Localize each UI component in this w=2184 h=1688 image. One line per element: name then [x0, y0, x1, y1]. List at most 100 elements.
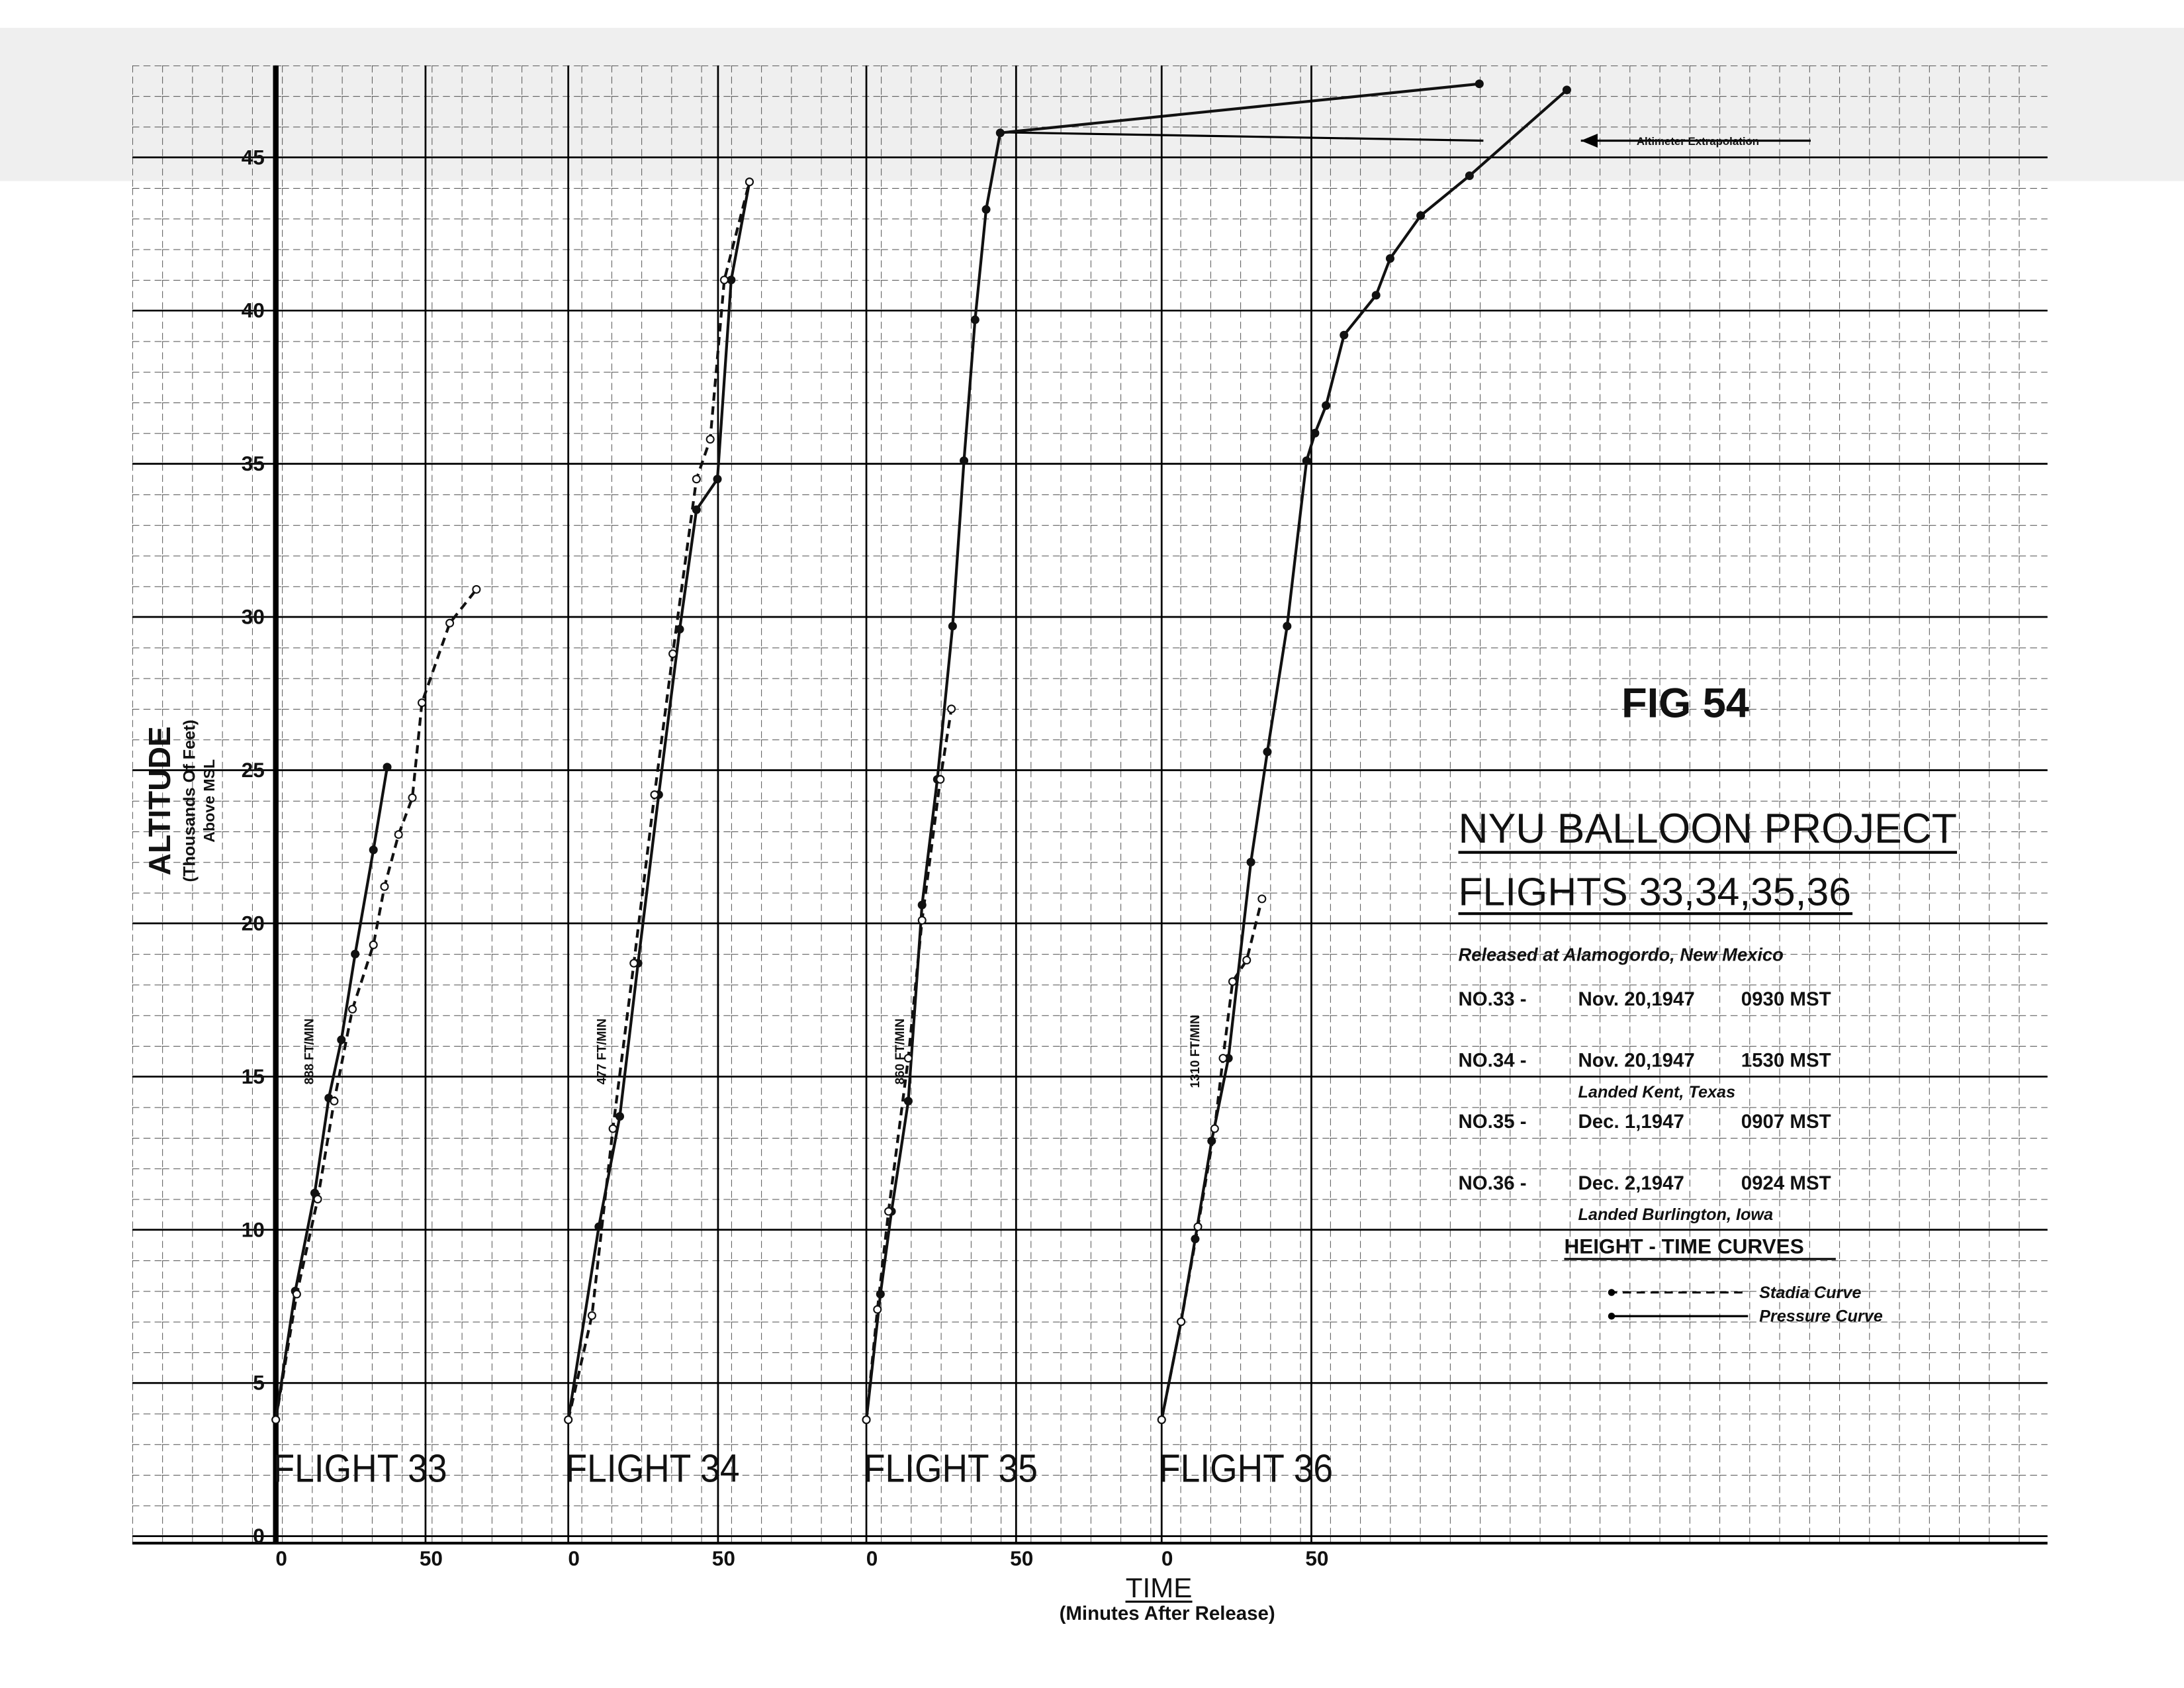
flight-date: Nov. 20,1947 — [1578, 988, 1695, 1010]
data-point — [1283, 622, 1292, 631]
data-point — [719, 275, 729, 285]
y-tick-label: 25 — [242, 758, 265, 782]
data-point — [1340, 330, 1349, 340]
data-point — [745, 177, 754, 187]
data-point — [692, 475, 701, 484]
data-point — [903, 1096, 913, 1105]
y-tick-label: 20 — [242, 911, 265, 935]
panel: 0 50 FLIGHT 35 860 FT/MIN — [862, 65, 1484, 1570]
rate-label: 888 FT/MIN — [303, 1019, 317, 1085]
rate-label: 860 FT/MIN — [893, 1019, 907, 1085]
data-point — [713, 475, 722, 484]
data-point — [380, 882, 389, 891]
flight-note: Landed Kent, Texas — [1578, 1083, 1736, 1102]
data-point — [903, 1054, 913, 1063]
series-line — [567, 181, 751, 1421]
data-point — [1157, 1415, 1166, 1425]
y-tick-label: 0 — [253, 1524, 265, 1548]
panel-title: FLIGHT 33 — [273, 1448, 447, 1491]
x-tick-label: 50 — [1010, 1546, 1033, 1570]
data-point — [445, 618, 455, 628]
graph-paper — [132, 65, 2048, 1544]
data-point — [862, 1415, 871, 1425]
data-point — [948, 622, 957, 631]
flight-date: Dec. 2,1947 — [1578, 1172, 1684, 1194]
data-point — [1228, 977, 1237, 986]
data-point — [629, 959, 639, 968]
data-point — [1210, 1124, 1219, 1133]
flight-no: NO.36 - — [1459, 1172, 1527, 1194]
flight-note: Landed Burlington, Iowa — [1578, 1205, 1774, 1224]
data-point — [884, 1207, 893, 1216]
y-tick-label: 45 — [242, 145, 265, 169]
y-tick-label: 15 — [242, 1064, 265, 1088]
flight-no: NO.34 - — [1459, 1050, 1527, 1072]
data-point — [1322, 401, 1331, 410]
data-point — [615, 1112, 625, 1121]
x-tick-label: 0 — [275, 1546, 287, 1570]
data-point — [1302, 456, 1311, 465]
data-point — [1310, 428, 1320, 438]
data-point — [727, 275, 736, 285]
flight-time: 0907 MST — [1741, 1111, 1831, 1133]
extrapolation-line — [1000, 131, 1484, 142]
data-point — [369, 845, 378, 855]
data-point — [417, 698, 427, 708]
y-tick-label: 30 — [242, 605, 265, 629]
y-tick-label: 40 — [242, 299, 265, 322]
panel: 0 50 FLIGHT 36 1310 FT/MIN — [1157, 65, 1571, 1570]
data-point — [705, 435, 715, 444]
legend-label: Pressure Curve — [1759, 1307, 1883, 1326]
x-tick-label: 50 — [712, 1546, 735, 1570]
fig-label: FIG 54 — [1621, 680, 1749, 727]
data-point — [650, 790, 659, 800]
data-point — [587, 1311, 596, 1320]
data-point — [970, 315, 979, 324]
released: Released at Alamogordo, New Mexico — [1459, 945, 1784, 965]
data-point — [1177, 1317, 1186, 1327]
data-point — [1246, 857, 1255, 867]
flight-list: NO.33 - Nov. 20,1947 0930 MST NO.34 - Nov. 2… — [1459, 988, 1831, 1224]
y-tick-label: 10 — [242, 1217, 265, 1241]
data-point — [313, 1194, 322, 1204]
y-axis-title: ALTITUDE — [142, 726, 177, 875]
project-title: NYU BALLOON PROJECT — [1459, 806, 1957, 852]
legend-dot — [1608, 1312, 1615, 1320]
x-tick-label: 0 — [568, 1546, 580, 1570]
y-axis-subtitle: (Thousands Of Feet) — [181, 720, 199, 882]
data-point — [408, 793, 417, 802]
legend: Stadia Curve Pressure Curve — [1608, 1284, 1883, 1326]
series-line — [864, 82, 1480, 1421]
data-point — [351, 949, 360, 959]
data-point — [348, 1005, 357, 1014]
data-point — [330, 1096, 339, 1105]
data-point — [1385, 254, 1395, 263]
y-tick-label: 5 — [253, 1371, 265, 1395]
series-line — [274, 767, 389, 1421]
data-point — [1475, 79, 1484, 89]
extrapolation-note: Altimeter Extrapolation — [1637, 135, 1759, 148]
data-point — [383, 763, 392, 772]
data-point — [564, 1415, 573, 1425]
x-tick-label: 0 — [1161, 1546, 1173, 1570]
x-axis-subtitle: (Minutes After Release) — [1060, 1603, 1275, 1624]
panel: 0 50 FLIGHT 34 477 FT/MIN — [564, 65, 754, 1570]
flight-date: Dec. 1,1947 — [1578, 1111, 1684, 1133]
x-axis-title: TIME — [1126, 1572, 1193, 1603]
flight-no: NO.33 - — [1459, 988, 1527, 1010]
data-point — [947, 704, 956, 714]
data-point — [1263, 747, 1272, 757]
data-point — [873, 1305, 882, 1314]
curves-title: HEIGHT - TIME CURVES — [1564, 1235, 1803, 1258]
data-point — [394, 830, 403, 839]
legend-label: Stadia Curve — [1759, 1284, 1861, 1302]
x-tick-label: 50 — [420, 1546, 443, 1570]
flight-time: 1530 MST — [1741, 1050, 1831, 1072]
data-point — [1562, 85, 1571, 95]
project-subtitle: FLIGHTS 33,34,35,36 — [1459, 871, 1851, 914]
data-point — [337, 1035, 346, 1045]
data-point — [995, 128, 1005, 138]
data-point — [1465, 171, 1474, 181]
